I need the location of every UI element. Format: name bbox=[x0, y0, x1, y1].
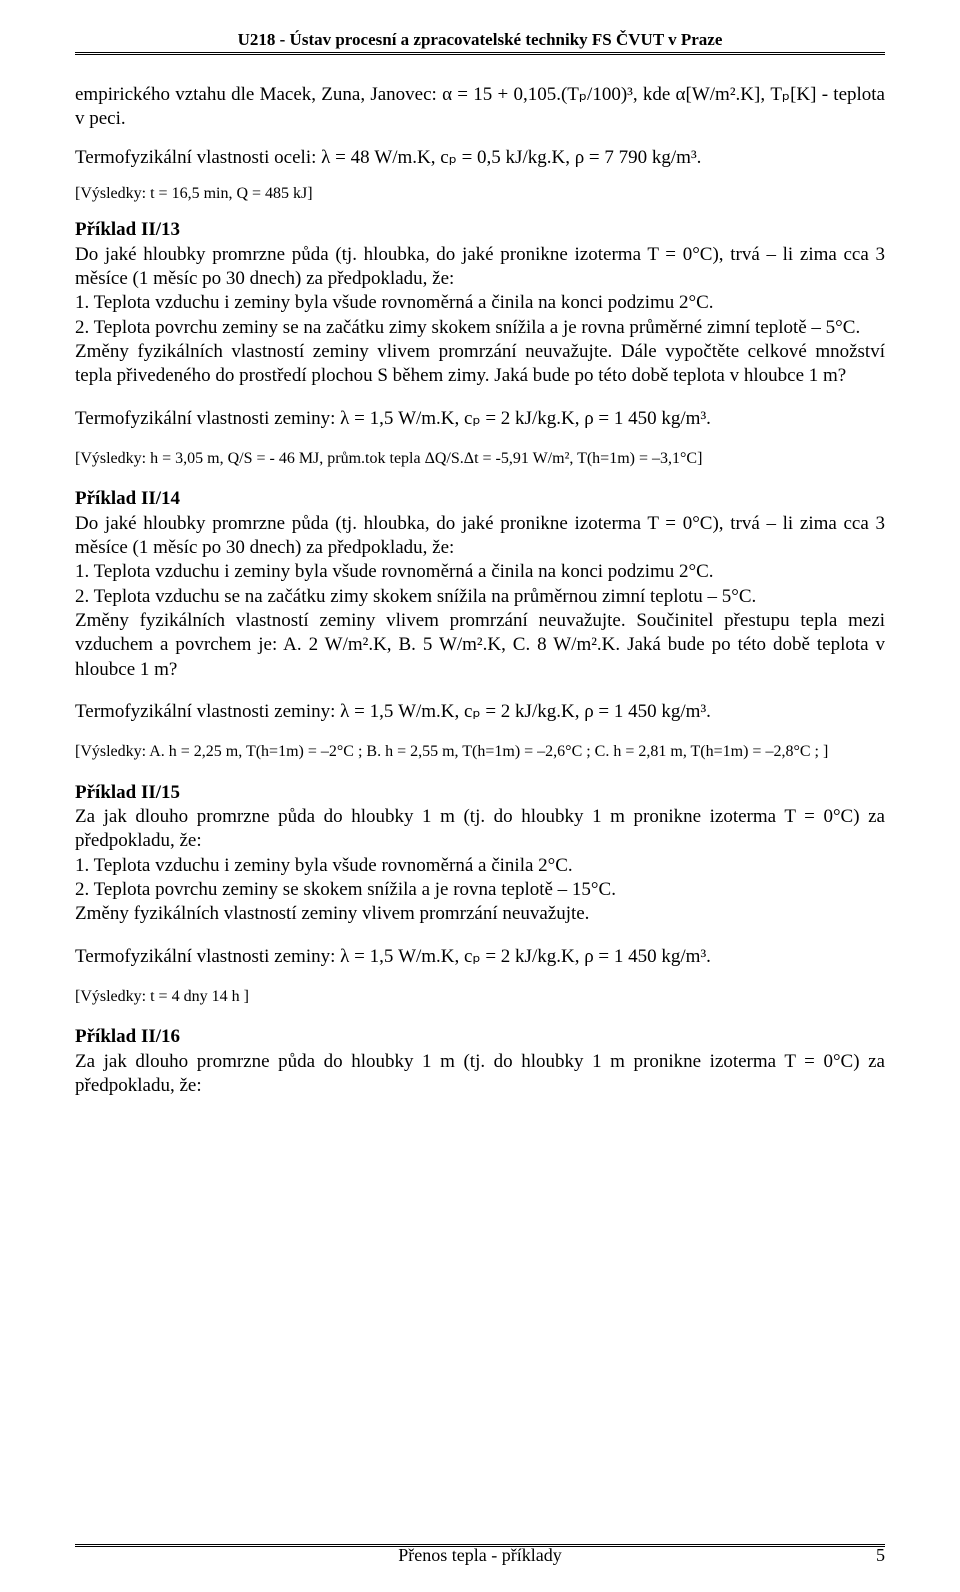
ii13-results: [Výsledky: h = 3,05 m, Q/S = - 46 MJ, pr… bbox=[75, 449, 885, 469]
header-rule-1 bbox=[75, 52, 885, 53]
ii13-para-e: Termofyzikální vlastnosti zeminy: λ = 1,… bbox=[75, 407, 885, 431]
intro-results: [Výsledky: t = 16,5 min, Q = 485 kJ] bbox=[75, 184, 885, 204]
ii15-para-a: Za jak dlouho promrzne půda do hloubky 1… bbox=[75, 805, 885, 854]
ii15-para-e: Termofyzikální vlastnosti zeminy: λ = 1,… bbox=[75, 945, 885, 969]
ii15-results: [Výsledky: t = 4 dny 14 h ] bbox=[75, 987, 885, 1007]
footer-page-number: 5 bbox=[855, 1545, 885, 1566]
footer-row: Přenos tepla - příklady 5 bbox=[75, 1545, 885, 1566]
header-title: U218 - Ústav procesní a zpracovatelské t… bbox=[238, 30, 723, 49]
ii14-para-b: 1. Teplota vzduchu i zeminy byla všude r… bbox=[75, 560, 885, 584]
ii14-para-a: Do jaké hloubky promrzne půda (tj. hloub… bbox=[75, 512, 885, 561]
header-rule-2 bbox=[75, 54, 885, 55]
heading-ii-13: Příklad II/13 bbox=[75, 218, 885, 242]
ii15-para-c: 2. Teplota povrchu zeminy se skokem sníž… bbox=[75, 878, 885, 902]
ii16-para-a: Za jak dlouho promrzne půda do hloubky 1… bbox=[75, 1050, 885, 1099]
heading-ii-16: Příklad II/16 bbox=[75, 1025, 885, 1049]
ii15-para-d: Změny fyzikálních vlastností zeminy vliv… bbox=[75, 902, 885, 926]
ii14-para-c: 2. Teplota vzduchu se na začátku zimy sk… bbox=[75, 585, 885, 609]
page: U218 - Ústav procesní a zpracovatelské t… bbox=[0, 0, 960, 1592]
footer-spacer bbox=[75, 1545, 105, 1566]
footer-center-text: Přenos tepla - příklady bbox=[105, 1545, 855, 1566]
ii15-para-b: 1. Teplota vzduchu i zeminy byla všude r… bbox=[75, 854, 885, 878]
intro-para-1: empirického vztahu dle Macek, Zuna, Jano… bbox=[75, 83, 885, 132]
content: empirického vztahu dle Macek, Zuna, Jano… bbox=[75, 83, 885, 1098]
ii14-para-e: Termofyzikální vlastnosti zeminy: λ = 1,… bbox=[75, 700, 885, 724]
ii13-para-a: Do jaké hloubky promrzne půda (tj. hloub… bbox=[75, 243, 885, 292]
page-footer: Přenos tepla - příklady 5 bbox=[75, 1544, 885, 1566]
intro-para-2: Termofyzikální vlastnosti oceli: λ = 48 … bbox=[75, 146, 885, 170]
ii13-para-c: 2. Teplota povrchu zeminy se na začátku … bbox=[75, 316, 885, 340]
heading-ii-15: Příklad II/15 bbox=[75, 781, 885, 805]
ii14-para-d: Změny fyzikálních vlastností zeminy vliv… bbox=[75, 609, 885, 682]
page-header: U218 - Ústav procesní a zpracovatelské t… bbox=[75, 30, 885, 50]
ii13-para-b: 1. Teplota vzduchu i zeminy byla všude r… bbox=[75, 291, 885, 315]
ii14-results: [Výsledky: A. h = 2,25 m, T(h=1m) = –2°C… bbox=[75, 742, 885, 762]
ii13-para-d: Změny fyzikálních vlastností zeminy vliv… bbox=[75, 340, 885, 389]
heading-ii-14: Příklad II/14 bbox=[75, 487, 885, 511]
